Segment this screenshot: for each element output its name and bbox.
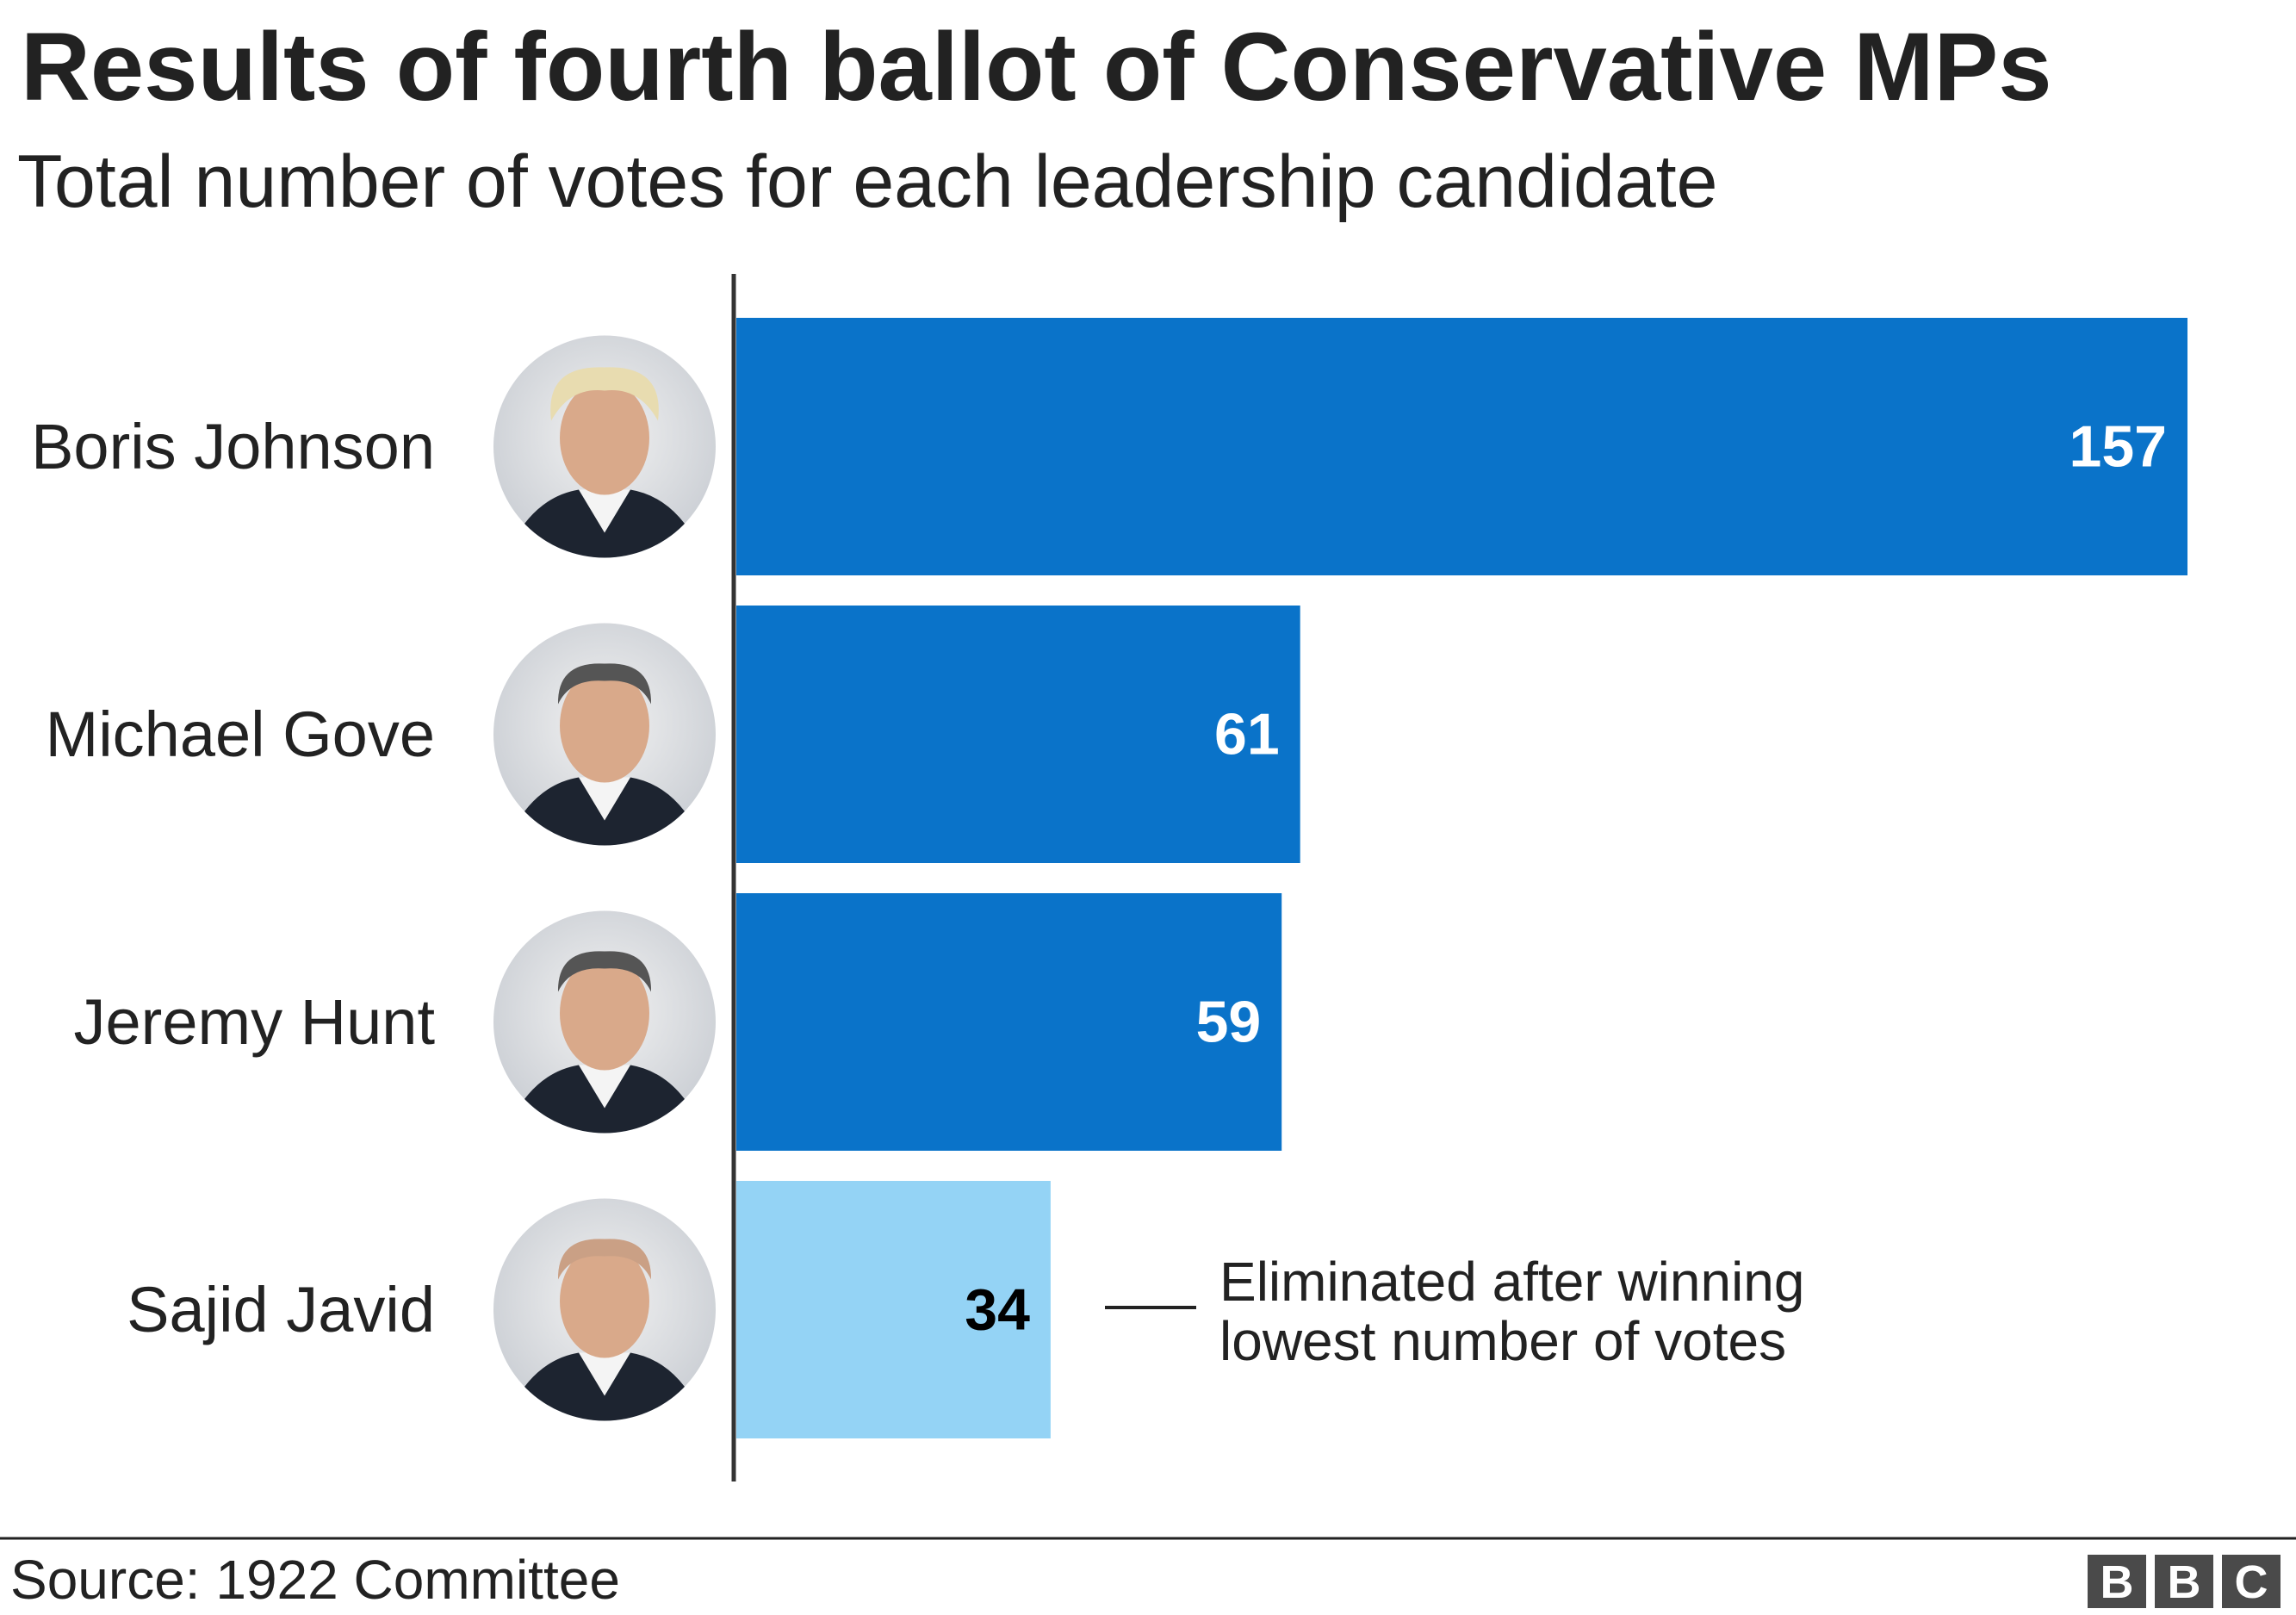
portrait-hair [557, 1239, 652, 1280]
portrait-shirt [579, 1065, 630, 1109]
logo-box [2222, 1555, 2280, 1608]
value-label: 34 [965, 1277, 1030, 1343]
annotation: Eliminated after winning [1219, 1251, 1804, 1313]
logo-box [2088, 1555, 2146, 1608]
bar [736, 1181, 1051, 1438]
logo-letter: B [2168, 1556, 2201, 1608]
logo-box [2155, 1555, 2213, 1608]
logo-letter: C [2235, 1556, 2268, 1608]
chart-title: Results of fourth ballot of Conservative… [21, 13, 2052, 121]
value-label: 157 [2070, 414, 2167, 480]
category-label: Boris Johnson [31, 411, 435, 482]
portrait-shirt [579, 489, 630, 533]
portrait [493, 335, 716, 558]
source: Source: 1922 Committee [10, 1549, 620, 1611]
portrait [493, 910, 716, 1134]
portrait-shirt [579, 1352, 630, 1396]
category-label: Jeremy Hunt [74, 986, 436, 1058]
value-label: 61 [1214, 702, 1280, 767]
portrait-face [560, 1244, 649, 1358]
annotation: lowest number of votes [1219, 1310, 1786, 1372]
portrait [493, 1198, 716, 1421]
portrait-face [560, 668, 649, 783]
portrait-face [560, 956, 649, 1071]
portrait [493, 623, 716, 846]
bar [736, 318, 2187, 575]
value-label: 59 [1196, 990, 1262, 1055]
portrait-hair [557, 951, 652, 992]
bar [736, 893, 1282, 1151]
logo-letter: B [2101, 1556, 2134, 1608]
portrait-hair [557, 663, 652, 705]
portrait-shirt [579, 777, 630, 821]
category-label: Michael Gove [46, 699, 435, 770]
chart-subtitle: Total number of votes for each leadershi… [17, 140, 1717, 223]
category-label: Sajid Javid [127, 1274, 435, 1345]
portrait-face [560, 381, 649, 495]
portrait-hair [550, 367, 659, 421]
bar [736, 606, 1300, 863]
